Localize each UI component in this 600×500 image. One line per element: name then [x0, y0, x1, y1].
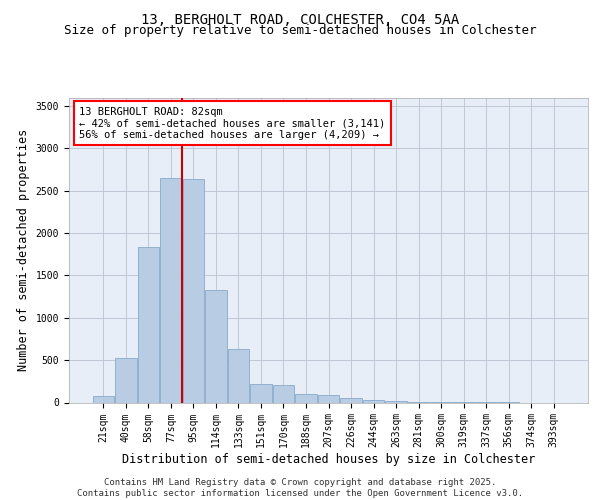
Text: 13 BERGHOLT ROAD: 82sqm
← 42% of semi-detached houses are smaller (3,141)
56% of: 13 BERGHOLT ROAD: 82sqm ← 42% of semi-de…: [79, 106, 386, 140]
Bar: [115, 358, 137, 403]
Bar: [205, 290, 227, 403]
Bar: [182, 179, 204, 402]
Bar: [340, 398, 362, 402]
Bar: [318, 396, 339, 402]
Bar: [228, 349, 249, 403]
X-axis label: Distribution of semi-detached houses by size in Colchester: Distribution of semi-detached houses by …: [122, 453, 535, 466]
Bar: [295, 394, 317, 402]
Bar: [273, 385, 294, 402]
Y-axis label: Number of semi-detached properties: Number of semi-detached properties: [17, 129, 30, 371]
Bar: [137, 246, 159, 402]
Bar: [160, 178, 182, 402]
Text: Contains HM Land Registry data © Crown copyright and database right 2025.
Contai: Contains HM Land Registry data © Crown c…: [77, 478, 523, 498]
Text: Size of property relative to semi-detached houses in Colchester: Size of property relative to semi-detach…: [64, 24, 536, 37]
Bar: [92, 396, 114, 402]
Bar: [363, 400, 384, 402]
Bar: [250, 384, 272, 402]
Text: 13, BERGHOLT ROAD, COLCHESTER, CO4 5AA: 13, BERGHOLT ROAD, COLCHESTER, CO4 5AA: [141, 12, 459, 26]
